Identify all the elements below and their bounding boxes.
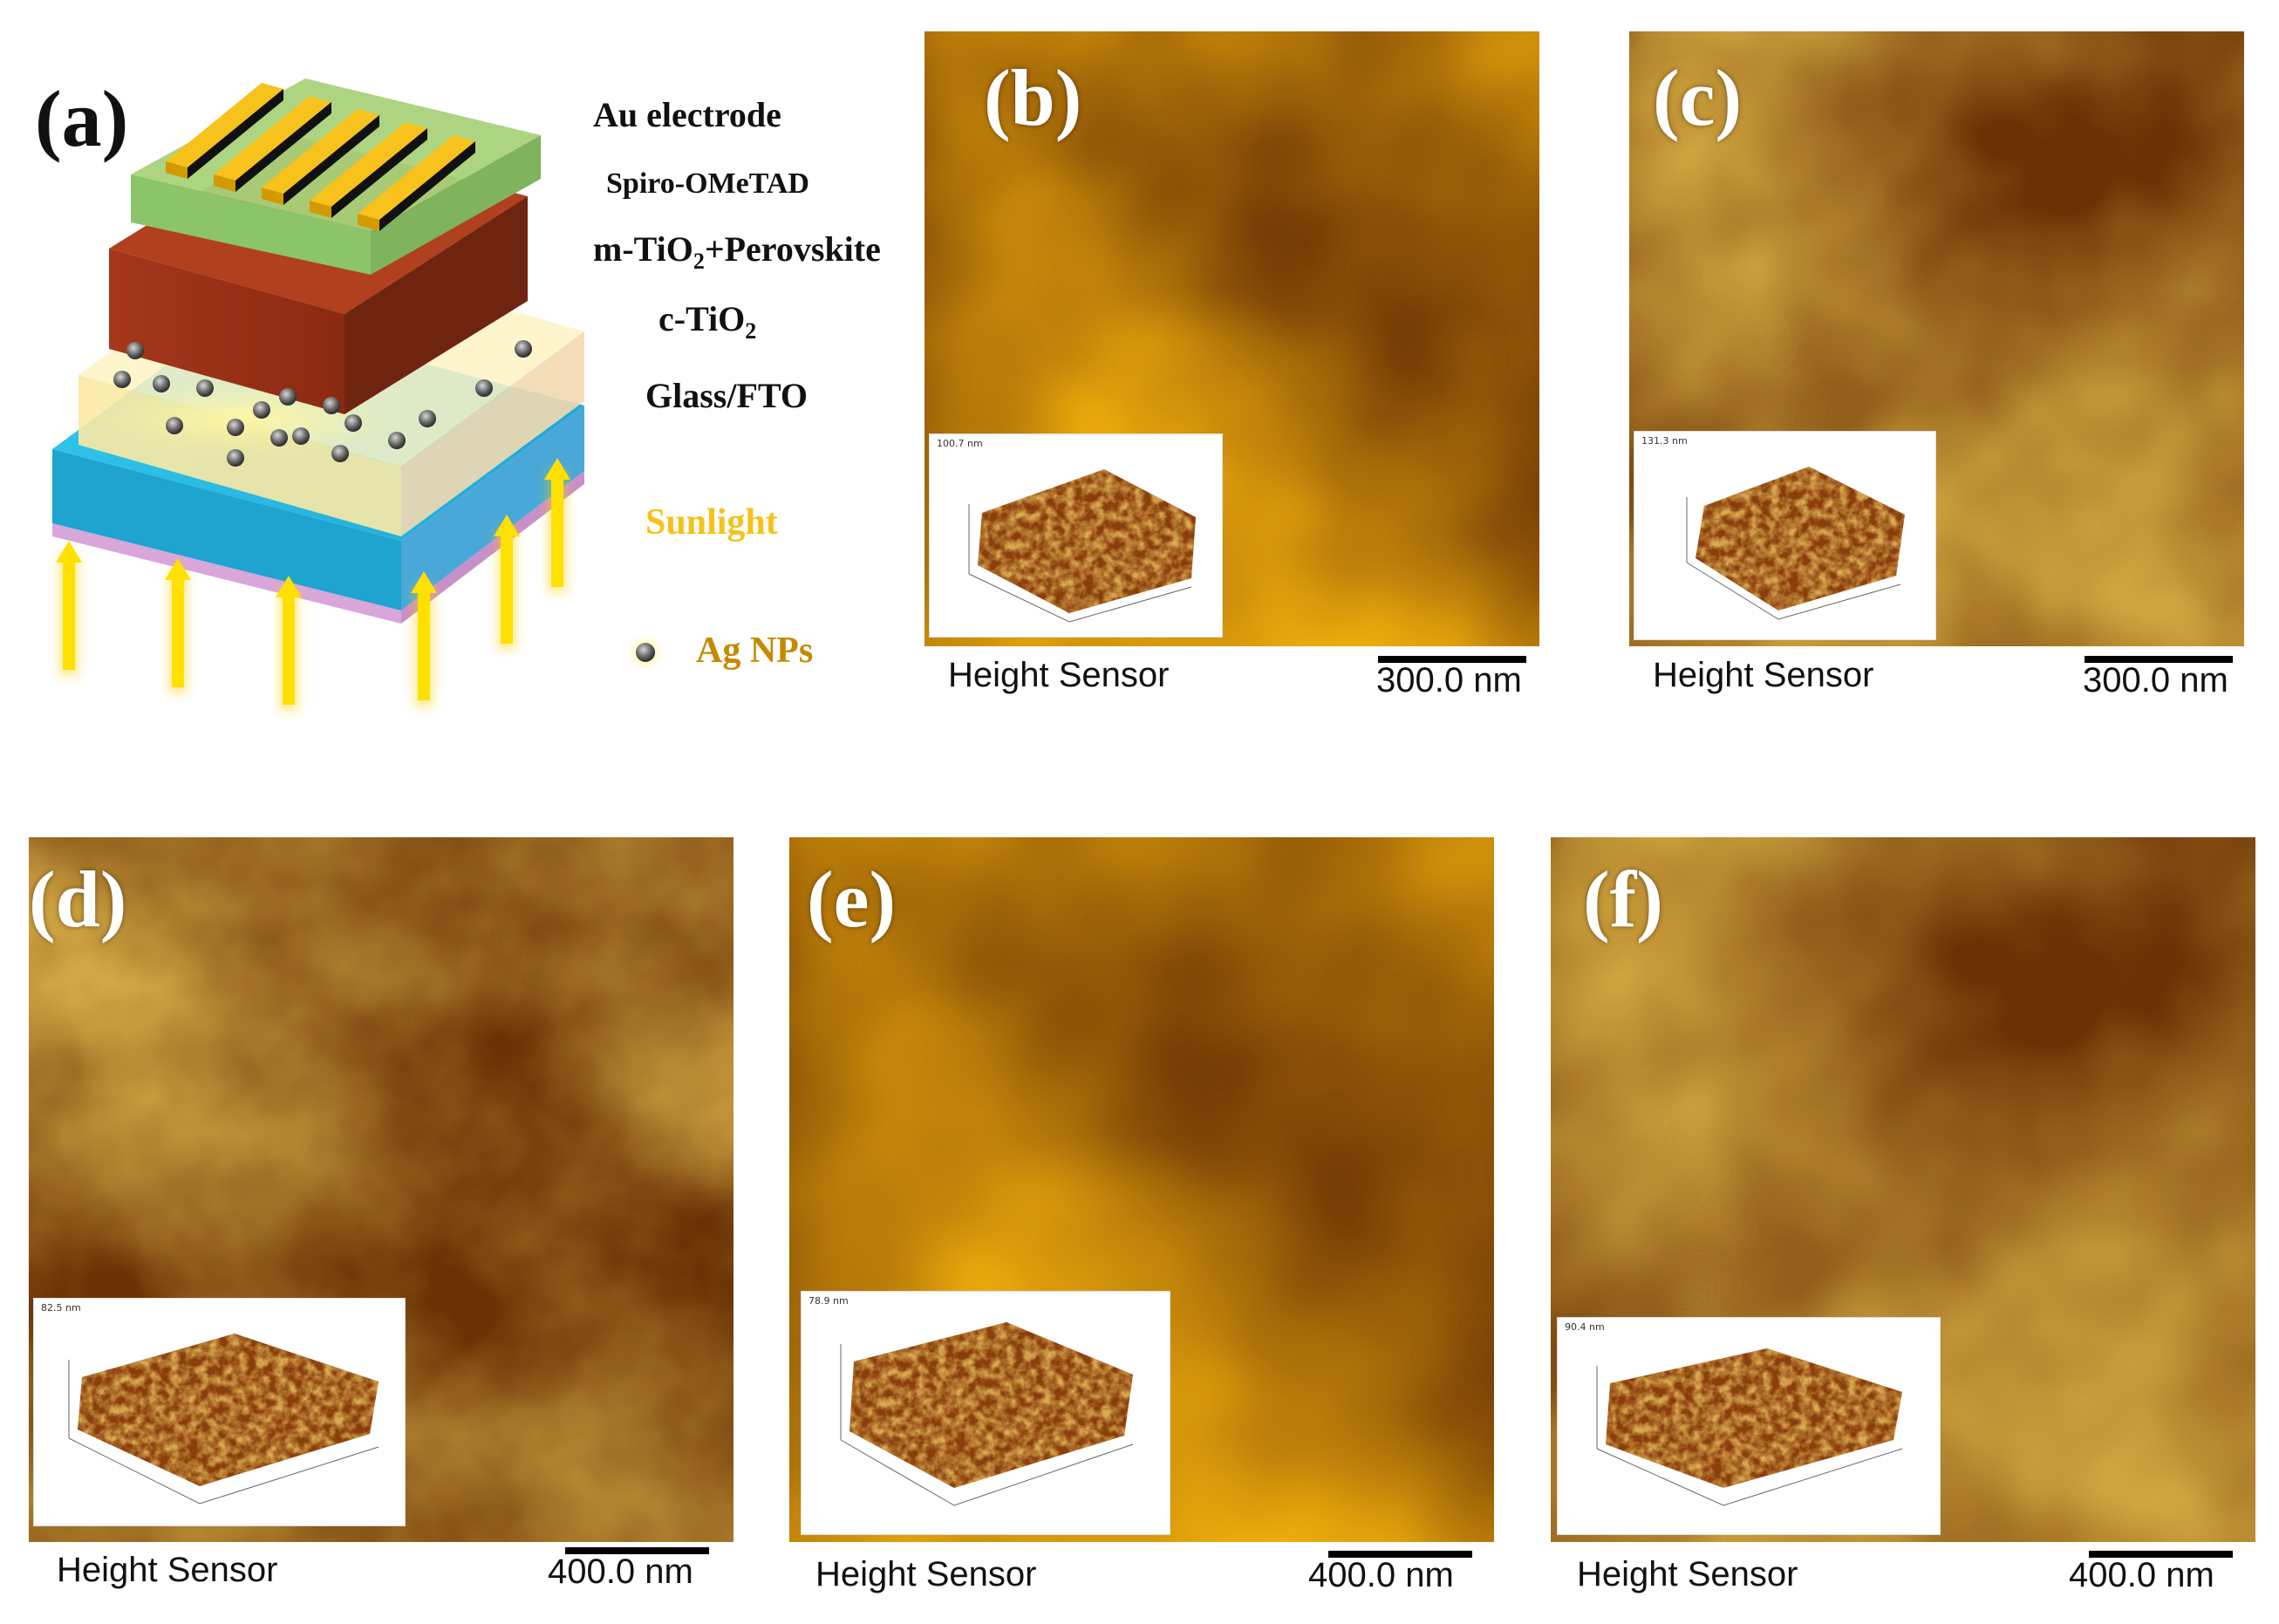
device-schematic (52, 78, 584, 711)
panel-letter-f: (f) (1583, 855, 1663, 944)
ag-nanoparticles (113, 340, 532, 467)
label-glass-fto: Glass/FTO (645, 376, 808, 415)
panel-letter-e: (e) (807, 855, 897, 944)
label-ctio2: c-TiO2 (658, 298, 756, 345)
mtio2-suffix: +Perovskite (704, 229, 881, 269)
caption-e: Height Sensor (815, 1555, 1037, 1593)
caption-d: Height Sensor (57, 1551, 278, 1589)
scale-label-b: 300.0 nm (1376, 661, 1522, 699)
inset-z-label: 131.3 nm (1641, 435, 1688, 447)
caption-c: Height Sensor (1653, 656, 1874, 694)
label-spiro: Spiro-OMeTAD (606, 167, 809, 200)
inset-z-label: 82.5 nm (41, 1302, 81, 1314)
afm-3d-inset-b: 100.7 nm (929, 433, 1223, 638)
afm-3d-inset-c: 131.3 nm (1634, 431, 1936, 640)
scale-label-c: 300.0 nm (2083, 661, 2228, 699)
inset-z-label: 78.9 nm (809, 1295, 849, 1307)
label-au-electrode: Au electrode (593, 95, 781, 134)
inset-z-label: 90.4 nm (1565, 1321, 1605, 1333)
scalebar-e (1328, 1551, 1472, 1558)
panel-letter-d: (d) (29, 855, 127, 944)
ag-legend-marker (627, 634, 664, 671)
scalebar-b (1378, 656, 1526, 663)
ctio2-sub: 2 (745, 318, 757, 344)
label-sunlight: Sunlight (645, 502, 778, 542)
scalebar-f (2089, 1551, 2233, 1558)
au-electrodes (166, 83, 475, 231)
afm-3d-inset-f: 90.4 nm (1557, 1317, 1941, 1535)
ctio2-prefix: c-TiO (658, 299, 746, 338)
panel-letter-a: (a) (35, 74, 129, 163)
scalebar-d (565, 1547, 709, 1554)
mtio2-sub: 2 (693, 249, 705, 274)
label-ag-nps: Ag NPs (696, 631, 814, 671)
label-mtio2-perovskite: m-TiO2+Perovskite (593, 229, 881, 275)
panel-letter-c: (c) (1653, 53, 1743, 142)
mtio2-prefix: m-TiO (593, 229, 693, 269)
inset-z-label: 100.7 nm (937, 438, 983, 449)
scale-label-d: 400.0 nm (548, 1552, 693, 1591)
afm-image-b (925, 31, 1539, 646)
sunlight-arrows (56, 458, 570, 711)
afm-3d-inset-e: 78.9 nm (801, 1291, 1170, 1535)
substrate-layer (52, 471, 584, 624)
caption-b: Height Sensor (948, 656, 1170, 694)
afm-3d-inset-d: 82.5 nm (33, 1298, 406, 1526)
caption-f: Height Sensor (1577, 1555, 1798, 1593)
scale-label-f: 400.0 nm (2069, 1556, 2214, 1594)
scalebar-c (2085, 656, 2233, 663)
panel-letter-b: (b) (984, 53, 1082, 142)
scale-label-e: 400.0 nm (1308, 1556, 1454, 1594)
